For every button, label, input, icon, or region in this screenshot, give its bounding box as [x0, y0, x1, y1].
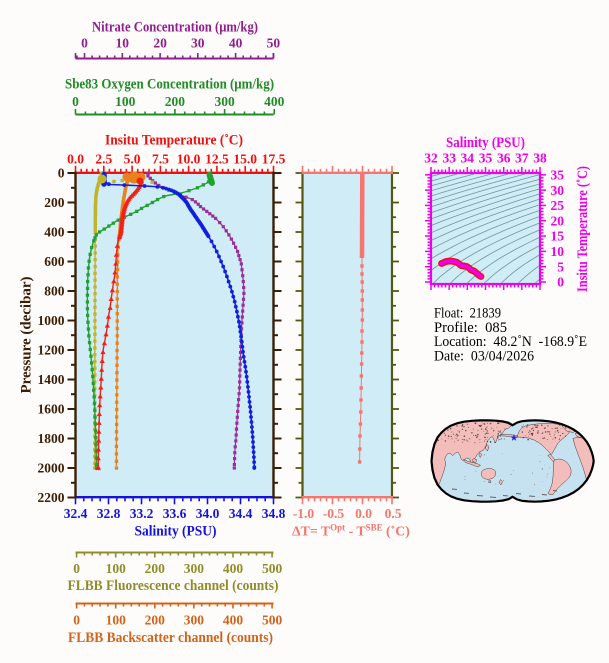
svg-text:32.8: 32.8	[97, 506, 121, 521]
svg-text:50: 50	[267, 36, 281, 51]
svg-text:-0.5: -0.5	[323, 506, 345, 521]
svg-text:400: 400	[223, 561, 244, 576]
svg-text:36: 36	[497, 151, 511, 166]
svg-text:33: 33	[442, 151, 456, 166]
svg-text:0: 0	[557, 275, 564, 290]
svg-text:1800: 1800	[38, 431, 65, 446]
svg-text:FLBB Backscatter channel (coun: FLBB Backscatter channel (counts)	[68, 630, 273, 646]
svg-text:ΔT= TOpt - TSBE (˚C): ΔT= TOpt - TSBE (˚C)	[292, 523, 410, 540]
svg-text:17.5: 17.5	[262, 152, 286, 167]
svg-text:600: 600	[44, 254, 65, 269]
svg-text:100: 100	[115, 94, 136, 109]
svg-text:Salinity (PSU): Salinity (PSU)	[446, 135, 525, 151]
svg-text:0.0: 0.0	[67, 152, 84, 167]
svg-text:1600: 1600	[38, 402, 65, 417]
svg-text:32: 32	[424, 151, 438, 166]
svg-text:1200: 1200	[38, 343, 65, 358]
svg-text:Insitu Temperature (˚C): Insitu Temperature (˚C)	[105, 133, 243, 149]
svg-text:1000: 1000	[38, 313, 65, 328]
svg-text:Sbe83 Oxygen Concentration (μm: Sbe83 Oxygen Concentration (μm/kg)	[65, 77, 274, 93]
svg-text:Insitu Temperature (˚C): Insitu Temperature (˚C)	[575, 166, 591, 292]
svg-text:400: 400	[264, 94, 285, 109]
svg-text:7.5: 7.5	[152, 152, 169, 167]
svg-text:300: 300	[184, 613, 205, 628]
svg-text:400: 400	[44, 225, 65, 240]
svg-text:2000: 2000	[38, 461, 65, 476]
svg-text:15: 15	[551, 229, 565, 244]
svg-text:Pressure (decibar): Pressure (decibar)	[19, 277, 35, 394]
svg-text:100: 100	[106, 561, 127, 576]
svg-text:Float: 21839: Float: 21839	[434, 306, 501, 322]
svg-text:35: 35	[479, 151, 493, 166]
svg-text:5: 5	[557, 259, 564, 274]
svg-text:0: 0	[81, 36, 88, 51]
svg-text:25: 25	[551, 198, 565, 213]
svg-text:500: 500	[262, 613, 283, 628]
svg-text:33.2: 33.2	[130, 506, 154, 521]
svg-text:10: 10	[116, 36, 130, 51]
svg-text:Profile: 085: Profile: 085	[434, 320, 507, 336]
svg-text:Location: 48.2˚N -168.9˚E: Location: 48.2˚N -168.9˚E	[434, 334, 587, 350]
svg-text:30: 30	[551, 183, 565, 198]
svg-text:200: 200	[145, 613, 166, 628]
svg-text:200: 200	[44, 195, 65, 210]
svg-text:0.5: 0.5	[385, 506, 402, 521]
svg-text:37: 37	[515, 151, 529, 166]
svg-text:35: 35	[551, 168, 565, 183]
svg-text:32.4: 32.4	[64, 506, 88, 521]
svg-text:500: 500	[262, 561, 283, 576]
svg-text:33.6: 33.6	[163, 506, 187, 521]
svg-text:0: 0	[72, 94, 79, 109]
svg-text:20: 20	[551, 213, 565, 228]
svg-text:34.8: 34.8	[262, 506, 286, 521]
svg-text:34: 34	[461, 151, 475, 166]
svg-text:200: 200	[165, 94, 186, 109]
svg-text:800: 800	[44, 284, 65, 299]
svg-text:0: 0	[58, 166, 65, 181]
svg-text:10: 10	[551, 244, 565, 259]
svg-text:10.0: 10.0	[177, 152, 201, 167]
svg-text:Nitrate Concentration (μm/kg): Nitrate Concentration (μm/kg)	[92, 20, 258, 36]
svg-text:1400: 1400	[38, 372, 65, 387]
svg-text:FLBB Fluorescence channel (cou: FLBB Fluorescence channel (counts)	[68, 578, 279, 594]
svg-text:200: 200	[145, 561, 166, 576]
svg-text:30: 30	[191, 36, 205, 51]
svg-text:34.0: 34.0	[196, 506, 220, 521]
svg-text:34.4: 34.4	[229, 506, 253, 521]
svg-text:Date: 03/04/2026: Date: 03/04/2026	[434, 348, 534, 364]
svg-text:-1.0: -1.0	[293, 506, 315, 521]
svg-text:300: 300	[184, 561, 205, 576]
svg-text:5.0: 5.0	[124, 152, 141, 167]
svg-text:2.5: 2.5	[95, 152, 112, 167]
svg-text:0: 0	[73, 613, 80, 628]
svg-text:0.0: 0.0	[355, 506, 372, 521]
svg-text:15.0: 15.0	[233, 152, 257, 167]
svg-text:12.5: 12.5	[205, 152, 229, 167]
svg-text:40: 40	[229, 36, 243, 51]
svg-text:Salinity (PSU): Salinity (PSU)	[135, 524, 217, 540]
svg-text:2200: 2200	[38, 490, 65, 505]
svg-text:300: 300	[214, 94, 235, 109]
svg-text:0: 0	[73, 561, 80, 576]
svg-text:20: 20	[153, 36, 167, 51]
svg-text:38: 38	[533, 151, 547, 166]
svg-text:400: 400	[223, 613, 244, 628]
svg-text:100: 100	[106, 613, 127, 628]
